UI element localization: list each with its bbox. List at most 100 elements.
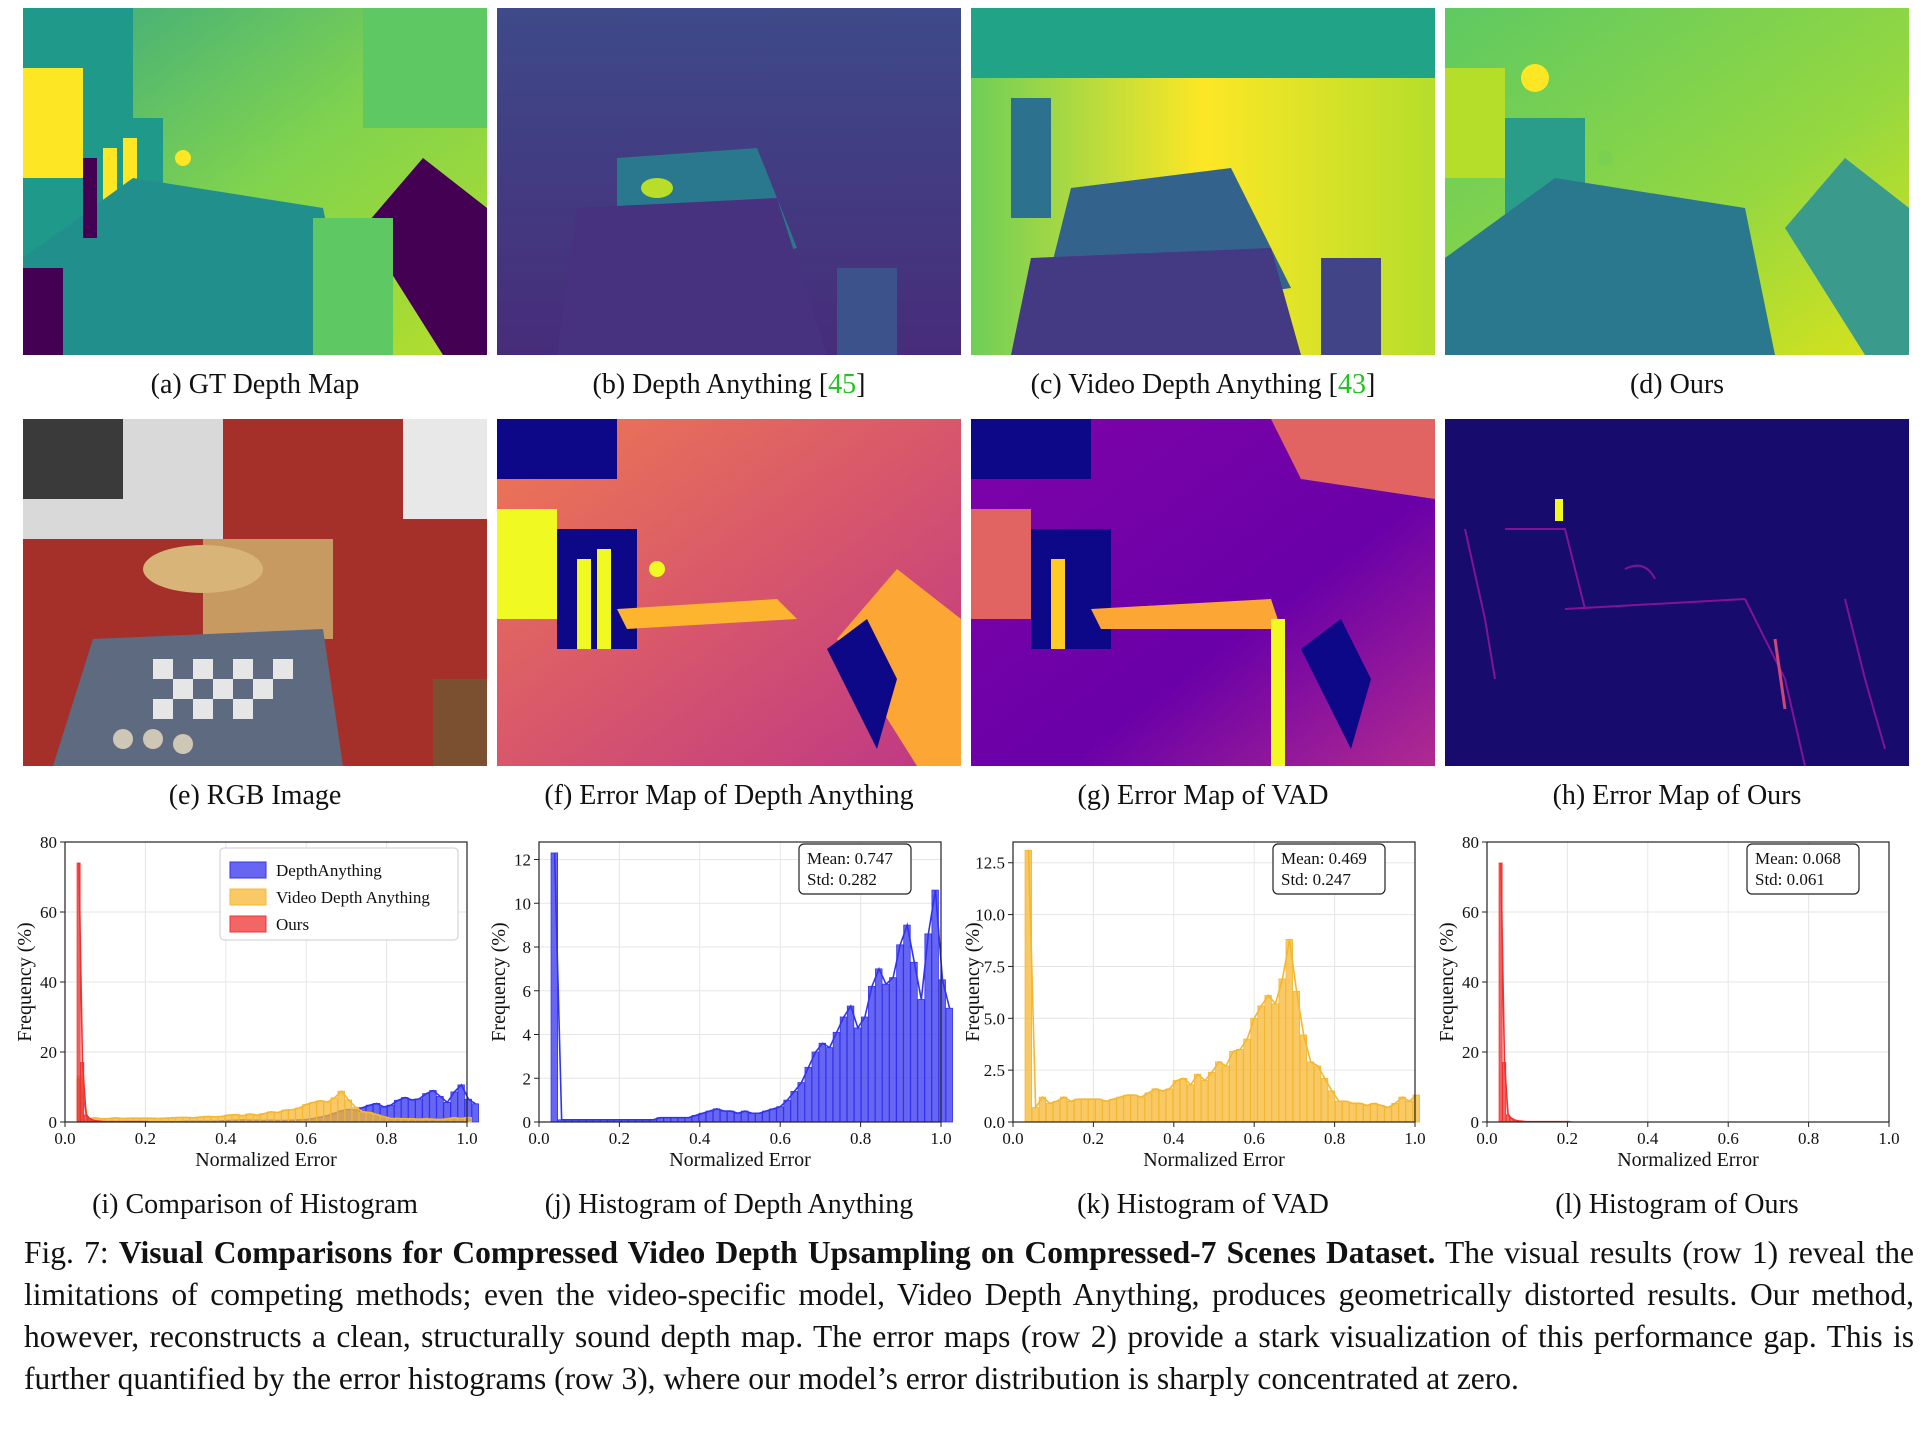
figure-caption: Fig. 7: Visual Comparisons for Compresse…: [24, 1232, 1914, 1400]
x-tick-label: 0.8: [1798, 1129, 1819, 1148]
histogram-bar: [1229, 1051, 1237, 1123]
density-curve: [553, 852, 951, 1121]
histogram-bar: [1405, 1100, 1413, 1123]
histogram-bar: [790, 1090, 798, 1123]
histogram-bar: [471, 1103, 479, 1123]
histogram-bar: [776, 1106, 784, 1123]
stats-box: [798, 843, 912, 895]
histogram-bar: [1250, 1017, 1258, 1123]
histogram-bar: [1236, 1049, 1244, 1123]
x-tick-label: 0.6: [770, 1129, 791, 1148]
density-curve: [1500, 862, 1570, 1123]
histogram-bar: [1349, 1102, 1357, 1123]
histogram-bar: [1412, 1094, 1420, 1123]
histogram-bar: [1377, 1105, 1385, 1123]
histogram-bar: [1320, 1078, 1329, 1123]
histogram-bar: [1137, 1096, 1145, 1123]
histogram-bar: [804, 1066, 812, 1123]
histogram-bar: [1158, 1090, 1167, 1123]
histogram-bar: [910, 961, 918, 1123]
histogram-bar: [903, 924, 911, 1123]
x-tick-label: 0.6: [296, 1129, 317, 1148]
histogram-bar: [1215, 1061, 1223, 1123]
histogram-vad-chart: 0.0 0.2 0.4 0.6 0.8 1.0 0.0 2.5 5.0 7.5 10.0 12.5 No…: [962, 830, 1433, 1185]
histogram-bar: [1208, 1071, 1216, 1123]
histogram-bar: [1179, 1078, 1188, 1123]
gt-depth-map-image: [23, 8, 487, 355]
x-tick-label: 0.4: [1637, 1129, 1659, 1148]
stats-text: Mean: 0.068: [1755, 849, 1841, 868]
histogram-bar: [1059, 1096, 1068, 1123]
histogram-bar: [868, 985, 876, 1123]
histogram-bar: [755, 1112, 763, 1123]
stats-box: [1746, 843, 1860, 895]
y-tick-label: 20: [1462, 1043, 1479, 1062]
histogram-bar: [1165, 1088, 1174, 1123]
x-axis-label: Normalized Error: [195, 1149, 337, 1171]
y-tick-label: 0: [49, 1113, 58, 1132]
depth-anything-image: [497, 8, 961, 355]
plot-frame: [1012, 841, 1416, 1123]
histogram-bar: [748, 1112, 756, 1123]
histogram-bar: [769, 1108, 777, 1123]
ours-depth-image: [1445, 8, 1909, 355]
y-axis-label: Frequency (%): [963, 922, 984, 1041]
histogram-bar: [1370, 1102, 1378, 1123]
histogram-bar: [252, 1114, 261, 1123]
histogram-bar: [741, 1110, 749, 1123]
y-tick-label: 80: [40, 833, 57, 852]
histogram-bar: [358, 1111, 367, 1123]
citation-link-43[interactable]: 43: [1337, 369, 1366, 400]
y-tick-label: 60: [1462, 903, 1479, 922]
histogram-bar: [309, 1101, 317, 1123]
x-axis-label: Normalized Error: [1143, 1149, 1285, 1171]
histogram-bar: [1292, 990, 1301, 1123]
histogram-bar: [1031, 1107, 1040, 1123]
legend-box: [219, 847, 459, 941]
y-tick-label: 10.0: [975, 906, 1005, 925]
histogram-bar: [330, 1097, 338, 1123]
histogram-bar: [1264, 995, 1272, 1123]
caption-d: (d) Ours: [1629, 369, 1725, 400]
y-tick-label: 20: [40, 1043, 57, 1062]
x-tick-label: 0.2: [1557, 1129, 1578, 1148]
stats-text: Std: 0.282: [807, 870, 877, 889]
histogram-bar: [1342, 1100, 1350, 1123]
histogram-bar: [1144, 1092, 1152, 1123]
histogram-bar: [1391, 1102, 1399, 1123]
histogram-bar: [889, 977, 897, 1123]
x-tick-label: 0.2: [609, 1129, 630, 1148]
histogram-bar: [1384, 1107, 1392, 1123]
histogram-bar: [1095, 1098, 1103, 1123]
histogram-bar: [436, 1096, 444, 1123]
video-depth-anything-image: [971, 8, 1435, 355]
legend-swatch: [229, 861, 267, 879]
x-tick-label: 0.0: [528, 1129, 549, 1148]
histogram-bar: [1243, 1038, 1251, 1123]
y-tick-label: 12.5: [975, 854, 1005, 873]
histogram-bar: [726, 1110, 735, 1123]
histogram-bar: [1102, 1100, 1110, 1123]
y-tick-label: 7.5: [984, 957, 1005, 976]
histogram-bar: [762, 1110, 770, 1123]
histogram-bar: [1052, 1100, 1061, 1123]
histogram-bar: [1045, 1102, 1054, 1123]
citation-link-45[interactable]: 45: [828, 369, 857, 400]
figure-body: The visual results (row 1) reveal the li…: [24, 1235, 1915, 1396]
histogram-bar: [267, 1111, 275, 1123]
x-tick-label: 0.8: [1324, 1129, 1345, 1148]
caption-f: (f) Error Map of Depth Anything: [544, 780, 914, 811]
x-axis-label: Normalized Error: [1617, 1149, 1759, 1171]
legend-swatch: [229, 915, 267, 933]
caption-i: (i) Comparison of Histogram: [92, 1189, 418, 1220]
histogram-bar: [281, 1109, 289, 1123]
y-tick-label: 40: [40, 973, 57, 992]
figure-title: Visual Comparisons for Compressed Video …: [118, 1235, 1436, 1270]
histogram-depth-anything-chart: 0.0 0.2 0.4 0.6 0.8 1.0 0 2 4 6 8 10 12 Normalized Er…: [488, 830, 959, 1185]
histogram-bar: [1066, 1100, 1075, 1123]
y-tick-label: 12: [514, 851, 531, 870]
stats-box: [1272, 843, 1386, 895]
caption-j: (j) Histogram of Depth Anything: [544, 1189, 914, 1220]
x-tick-label: 0.6: [1244, 1129, 1265, 1148]
y-tick-label: 40: [1462, 973, 1479, 992]
